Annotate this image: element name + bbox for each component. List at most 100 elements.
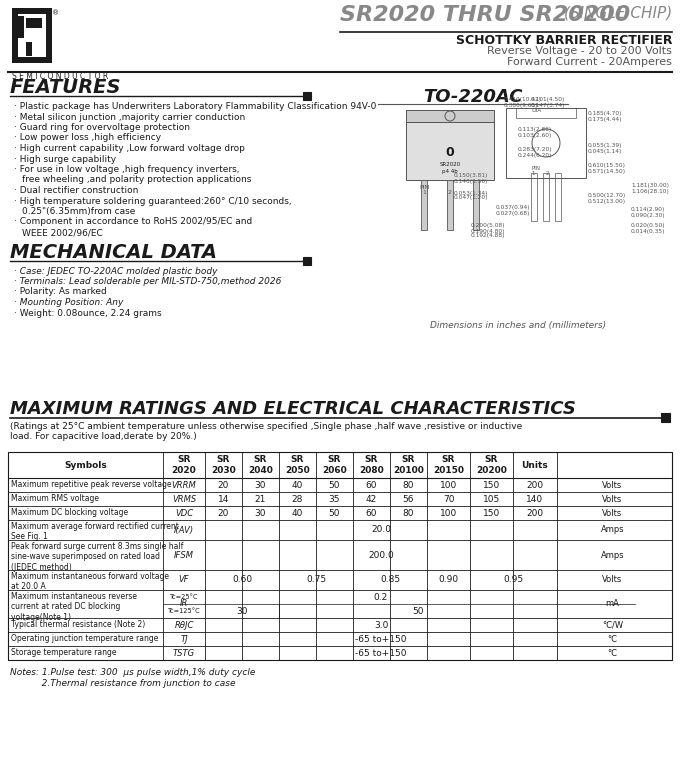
Text: Maximum instantaneous reverse
current at rated DC blocking
voltage(Note 1): Maximum instantaneous reverse current at… [11, 592, 137, 621]
Text: 0.85: 0.85 [380, 576, 400, 584]
Bar [531, 173, 537, 221]
Text: IFSM: IFSM [174, 550, 194, 560]
Text: 21: 21 [255, 495, 266, 503]
Bar [473, 180, 479, 230]
Text: · High temperature soldering guaranteed:260° C/10 seconds,: · High temperature soldering guaranteed:… [14, 196, 292, 206]
Text: 1.106(28.10): 1.106(28.10) [631, 189, 669, 193]
Text: 0.500(12.70): 0.500(12.70) [588, 193, 626, 199]
Text: 105: 105 [483, 495, 500, 503]
Text: 40: 40 [292, 509, 303, 517]
Text: (Ratings at 25°C ambient temperature unless otherwise specified ,Single phase ,h: (Ratings at 25°C ambient temperature unl… [10, 422, 522, 441]
Text: Maximum DC blocking voltage: Maximum DC blocking voltage [11, 508, 128, 517]
Text: VRMS: VRMS [172, 495, 196, 503]
Text: WEEE 2002/96/EC: WEEE 2002/96/EC [22, 228, 103, 237]
Text: 56: 56 [403, 495, 414, 503]
Text: · Mounting Position: Any: · Mounting Position: Any [14, 298, 123, 307]
Text: Amps: Amps [600, 550, 624, 560]
Text: 200: 200 [526, 509, 543, 517]
Text: DIA: DIA [531, 107, 541, 113]
Text: 20: 20 [218, 509, 229, 517]
Text: 2.Thermal resistance from junction to case: 2.Thermal resistance from junction to ca… [10, 679, 235, 688]
Text: 2: 2 [448, 190, 452, 195]
Text: 1.181(30.00): 1.181(30.00) [631, 183, 669, 189]
Text: 100: 100 [440, 509, 457, 517]
Text: RθJC: RθJC [174, 621, 194, 629]
Text: 20: 20 [218, 481, 229, 489]
Text: · Low power loss ,high efficiency: · Low power loss ,high efficiency [14, 134, 161, 142]
Text: 100: 100 [440, 481, 457, 489]
Text: Forward Current - 20Amperes: Forward Current - 20Amperes [507, 57, 672, 67]
Text: p4 4b: p4 4b [442, 169, 458, 175]
Text: 0: 0 [445, 145, 454, 158]
Text: Typical thermal resistance (Note 2): Typical thermal resistance (Note 2) [11, 620, 146, 629]
Text: 40: 40 [292, 481, 303, 489]
Text: Volts: Volts [602, 495, 623, 503]
Text: 30: 30 [255, 481, 267, 489]
Text: · Terminals: Lead solderable per MIL-STD-750,method 2026: · Terminals: Lead solderable per MIL-STD… [14, 277, 282, 286]
Text: 0.571(14.50): 0.571(14.50) [588, 169, 626, 175]
Text: 0.200(5.08): 0.200(5.08) [471, 223, 506, 229]
Text: Volts: Volts [602, 509, 623, 517]
Text: 0.014(0.35): 0.014(0.35) [631, 229, 666, 233]
Text: SR
2020: SR 2020 [171, 455, 197, 475]
Text: 0.027(0.68): 0.027(0.68) [496, 210, 530, 216]
Bar [516, 108, 576, 118]
Text: 14: 14 [218, 495, 229, 503]
Text: 50: 50 [328, 481, 340, 489]
Text: 20.0: 20.0 [371, 526, 391, 534]
Text: Amps: Amps [600, 526, 624, 534]
Text: 3.0: 3.0 [374, 621, 388, 629]
Text: 50: 50 [328, 509, 340, 517]
Text: 140: 140 [526, 495, 543, 503]
Bar [303, 257, 311, 264]
Text: 0.95: 0.95 [503, 576, 524, 584]
Text: 0.244(6.20): 0.244(6.20) [518, 152, 552, 158]
Bar [447, 180, 453, 230]
Text: (SINGLE CHIP): (SINGLE CHIP) [564, 5, 672, 20]
Text: 28: 28 [292, 495, 303, 503]
Text: 0.25"(6.35mm)from case: 0.25"(6.35mm)from case [22, 207, 135, 216]
Text: 0.380(9.65): 0.380(9.65) [504, 103, 539, 107]
Text: · High surge capability: · High surge capability [14, 155, 116, 164]
Text: 50: 50 [412, 607, 424, 615]
Text: 0.90: 0.90 [439, 576, 458, 584]
Bar [26, 42, 32, 56]
Text: °C: °C [607, 635, 617, 643]
Text: · For use in low voltage ,high frequency inverters,: · For use in low voltage ,high frequency… [14, 165, 239, 174]
Text: Maximum average forward rectified current
See Fig. 1: Maximum average forward rectified curren… [11, 522, 179, 541]
Text: 0.150(3.81): 0.150(3.81) [454, 173, 488, 179]
Bar [421, 180, 427, 230]
Text: 200.0: 200.0 [368, 550, 394, 560]
Text: SR
2060: SR 2060 [322, 455, 347, 475]
Text: 150: 150 [483, 509, 500, 517]
Text: · Component in accordance to RoHS 2002/95/EC and: · Component in accordance to RoHS 2002/9… [14, 217, 252, 226]
Text: · Dual rectifier construction: · Dual rectifier construction [14, 186, 138, 195]
Bar [506, 108, 586, 178]
Text: 0.75: 0.75 [306, 576, 326, 584]
Text: 0.147(3.74): 0.147(3.74) [531, 103, 566, 107]
Text: ®: ® [52, 10, 59, 16]
Text: 150: 150 [483, 481, 500, 489]
Bar [18, 14, 46, 57]
Text: VF: VF [179, 576, 189, 584]
Text: Operating junction temperature range: Operating junction temperature range [11, 634, 158, 643]
Text: Storage temperature range: Storage temperature range [11, 648, 116, 657]
Text: SR
20100: SR 20100 [393, 455, 424, 475]
Text: PIN: PIN [531, 166, 540, 171]
Text: VRRM: VRRM [171, 481, 197, 489]
Text: 0.103(2.60): 0.103(2.60) [518, 132, 552, 138]
Text: Maximum instantaneous forward voltage
at 20.0 A: Maximum instantaneous forward voltage at… [11, 572, 169, 591]
Text: 0.60: 0.60 [232, 576, 252, 584]
Text: °C/W: °C/W [602, 621, 623, 629]
Text: 0.2: 0.2 [374, 592, 388, 601]
Text: IR: IR [180, 600, 188, 608]
Text: Maximum repetitive peak reverse voltage: Maximum repetitive peak reverse voltage [11, 480, 171, 489]
Bar [406, 110, 494, 122]
Text: 0.610(15.50): 0.610(15.50) [588, 164, 626, 169]
Text: SR2020: SR2020 [439, 162, 460, 168]
Text: 2: 2 [546, 171, 549, 176]
Text: TSTG: TSTG [173, 649, 195, 658]
Text: Notes: 1.Pulse test: 300  μs pulse width,1% duty cycle: Notes: 1.Pulse test: 300 μs pulse width,… [10, 668, 256, 677]
Bar [303, 92, 311, 100]
Text: 70: 70 [443, 495, 454, 503]
